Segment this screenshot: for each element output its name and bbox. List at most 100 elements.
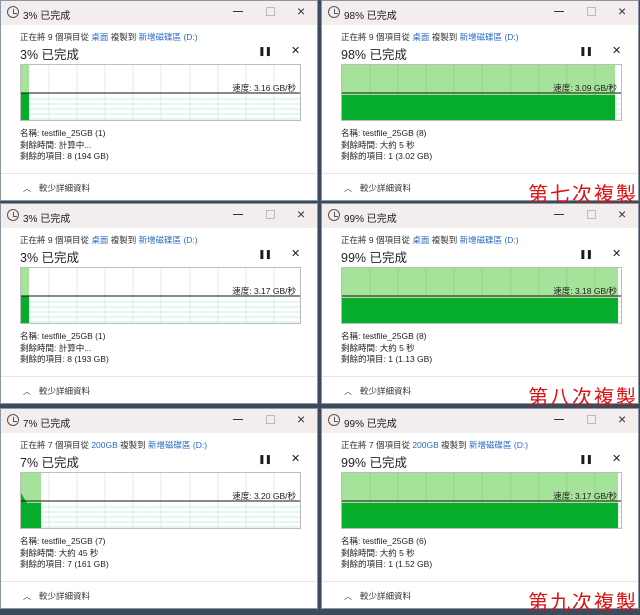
percent-complete: 3% 已完成 [20, 251, 80, 265]
window-title: 98% 已完成 [344, 11, 397, 22]
maximize-button[interactable] [587, 415, 596, 424]
source-link[interactable]: 桌面 [412, 235, 430, 245]
cancel-button[interactable]: ✕ [612, 45, 622, 57]
copy-mid: 複製到 [429, 235, 460, 245]
title-bar[interactable]: 7% 已完成 × [1, 409, 317, 433]
destination-link[interactable]: 新增磁碟區 (D:) [138, 235, 198, 245]
clock-icon [328, 209, 340, 221]
minimize-button[interactable] [233, 214, 243, 215]
pause-button[interactable]: ❚❚ [258, 454, 272, 464]
maximize-button[interactable] [587, 7, 596, 16]
copy-description: 正在將 9 個項目從 桌面 複製到 新增磁碟區 (D:) [341, 31, 519, 43]
title-bar[interactable]: 3% 已完成 × [1, 204, 317, 228]
minimize-button[interactable] [554, 419, 564, 420]
chevron-up-icon: ︿ [344, 592, 352, 601]
close-window-button[interactable]: × [297, 3, 306, 19]
window-title: 3% 已完成 [23, 11, 71, 22]
speed-graph: 速度: 3.09 GB/秒 [341, 64, 622, 121]
window-title: 99% 已完成 [344, 214, 397, 225]
chevron-up-icon: ︿ [344, 387, 352, 396]
speed-graph: 速度: 3.17 GB/秒 [341, 472, 622, 529]
pause-button[interactable]: ❚❚ [579, 249, 593, 259]
divider [322, 581, 638, 582]
pause-button[interactable]: ❚❚ [258, 249, 272, 259]
close-window-button[interactable]: × [297, 411, 306, 427]
close-window-button[interactable]: × [618, 411, 627, 427]
maximize-button[interactable] [266, 210, 275, 219]
clock-icon [7, 414, 19, 426]
divider [322, 376, 638, 377]
minimize-button[interactable] [233, 11, 243, 12]
pause-button[interactable]: ❚❚ [258, 46, 272, 56]
speed-graph: 速度: 3.18 GB/秒 [341, 267, 622, 324]
source-link[interactable]: 桌面 [91, 32, 109, 42]
divider [1, 376, 317, 377]
fewer-details-button[interactable]: ︿ 較少詳細資料 [23, 182, 90, 194]
close-window-button[interactable]: × [297, 206, 306, 222]
fewer-details-button[interactable]: ︿ 較少詳細資料 [344, 385, 411, 397]
chevron-up-icon: ︿ [23, 592, 31, 601]
title-bar[interactable]: 99% 已完成 × [322, 204, 638, 228]
source-link[interactable]: 桌面 [412, 32, 430, 42]
cancel-button[interactable]: ✕ [291, 248, 301, 260]
destination-link[interactable]: 新增磁碟區 (D:) [138, 32, 198, 42]
speed-label: 速度: 3.09 GB/秒 [553, 83, 617, 93]
window-title: 3% 已完成 [23, 214, 71, 225]
pause-button[interactable]: ❚❚ [579, 46, 593, 56]
cancel-button[interactable]: ✕ [291, 45, 301, 57]
speed-area [342, 503, 618, 528]
maximize-button[interactable] [266, 7, 275, 16]
file-name: 名稱: testfile_25GB (6) [341, 536, 427, 546]
minimize-button[interactable] [554, 214, 564, 215]
fewer-details-button[interactable]: ︿ 較少詳細資料 [23, 385, 90, 397]
minimize-button[interactable] [554, 11, 564, 12]
destination-link[interactable]: 新增磁碟區 (D:) [469, 440, 529, 450]
pause-button[interactable]: ❚❚ [579, 454, 593, 464]
title-bar[interactable]: 99% 已完成 × [322, 409, 638, 433]
title-bar[interactable]: 3% 已完成 × [1, 1, 317, 25]
source-link[interactable]: 桌面 [91, 235, 109, 245]
close-window-button[interactable]: × [618, 3, 627, 19]
chevron-up-icon: ︿ [23, 184, 31, 193]
speed-label: 速度: 3.17 GB/秒 [232, 286, 296, 296]
percent-complete: 3% 已完成 [20, 48, 80, 62]
speed-graph: 速度: 3.16 GB/秒 [20, 64, 301, 121]
fewer-details-label: 較少詳細資料 [360, 386, 412, 396]
minimize-button[interactable] [233, 419, 243, 420]
items-remaining: 剩餘的項目: 7 (161 GB) [20, 559, 109, 569]
maximize-button[interactable] [266, 415, 275, 424]
file-name: 名稱: testfile_25GB (1) [20, 128, 106, 138]
items-remaining: 剩餘的項目: 8 (194 GB) [20, 151, 109, 161]
copy-description: 正在將 9 個項目從 桌面 複製到 新增磁碟區 (D:) [20, 234, 198, 246]
title-bar[interactable]: 98% 已完成 × [322, 1, 638, 25]
copy-prefix: 正在將 9 個項目從 [341, 32, 413, 42]
fewer-details-button[interactable]: ︿ 較少詳細資料 [344, 590, 411, 602]
time-remaining: 剩餘時間: 大約 45 秒 [20, 547, 99, 558]
copy-mid: 複製到 [438, 440, 470, 450]
divider [1, 173, 317, 174]
items-remaining: 剩餘的項目: 1 (1.13 GB) [341, 354, 433, 364]
source-link[interactable]: 200GB [412, 440, 439, 450]
copy-count-annotation: 第九次複製 [528, 590, 638, 614]
maximize-button[interactable] [587, 210, 596, 219]
percent-complete: 99% 已完成 [341, 456, 407, 470]
fewer-details-button[interactable]: ︿ 較少詳細資料 [344, 182, 411, 194]
destination-link[interactable]: 新增磁碟區 (D:) [459, 235, 519, 245]
source-link[interactable]: 200GB [91, 440, 118, 450]
copy-progress-dialog: 98% 已完成 × 正在將 9 個項目從 桌面 複製到 新增磁碟區 (D:) 9… [321, 0, 639, 201]
cancel-button[interactable]: ✕ [291, 453, 301, 465]
destination-link[interactable]: 新增磁碟區 (D:) [148, 440, 208, 450]
clock-icon [328, 6, 340, 18]
copy-prefix: 正在將 9 個項目從 [341, 235, 413, 245]
copy-mid: 複製到 [108, 235, 139, 245]
window-title: 7% 已完成 [23, 419, 71, 430]
destination-link[interactable]: 新增磁碟區 (D:) [459, 32, 519, 42]
divider [322, 173, 638, 174]
divider [1, 581, 317, 582]
close-window-button[interactable]: × [618, 206, 627, 222]
cancel-button[interactable]: ✕ [612, 248, 622, 260]
cancel-button[interactable]: ✕ [612, 453, 622, 465]
fewer-details-button[interactable]: ︿ 較少詳細資料 [23, 590, 90, 602]
percent-complete: 98% 已完成 [341, 48, 407, 62]
copy-progress-dialog: 3% 已完成 × 正在將 9 個項目從 桌面 複製到 新增磁碟區 (D:) 3%… [0, 0, 318, 201]
